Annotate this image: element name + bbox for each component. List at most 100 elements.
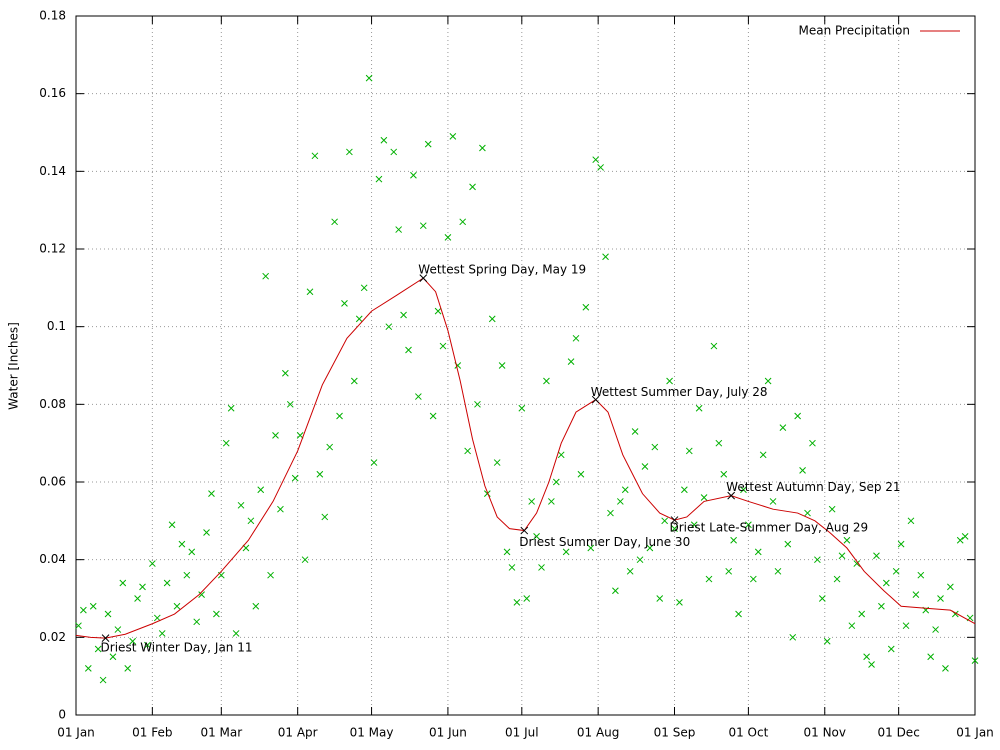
scatter-point xyxy=(681,486,688,494)
scatter-point xyxy=(370,459,378,466)
scatter-point xyxy=(764,377,772,385)
x-tick-label: 01 Jun xyxy=(429,726,467,740)
x-tick-label: 01 Sep xyxy=(654,726,696,740)
scatter-point xyxy=(119,579,127,587)
y-tick-label: 0.02 xyxy=(39,630,66,644)
scatter-point xyxy=(89,602,97,610)
scatter-point xyxy=(804,509,811,517)
scatter-point xyxy=(385,323,393,331)
scatter-point xyxy=(277,505,284,513)
scatter-point xyxy=(572,334,580,342)
scatter-point xyxy=(395,226,403,233)
scatter-point xyxy=(705,575,713,583)
scatter-point xyxy=(222,439,230,447)
scatter-point xyxy=(114,626,122,633)
scatter-point xyxy=(124,665,132,672)
scatter-point xyxy=(543,377,550,385)
scatter-point xyxy=(710,342,718,350)
scatter-point xyxy=(725,567,733,575)
scatter-point xyxy=(538,564,545,571)
scatter-point xyxy=(286,400,294,408)
scatter-point xyxy=(94,645,102,653)
annotation-marker xyxy=(591,395,600,404)
scatter-point xyxy=(927,653,935,661)
y-tick-label: 0.12 xyxy=(39,242,66,256)
annotation-marker xyxy=(670,516,679,524)
scatter-point xyxy=(148,560,156,567)
scatter-point xyxy=(882,579,890,587)
scatter-point xyxy=(429,412,437,420)
x-tick-label: 01 Nov xyxy=(803,726,846,740)
scatter-point xyxy=(612,587,619,595)
scatter-point xyxy=(178,540,186,548)
y-tick-label: 0.06 xyxy=(39,475,66,489)
scatter-point xyxy=(878,602,885,610)
scatter-point xyxy=(794,412,802,420)
scatter-point xyxy=(282,369,289,377)
scatter-point xyxy=(947,583,954,591)
scatter-point xyxy=(814,556,821,564)
scatter-point xyxy=(419,222,427,230)
scatter-point xyxy=(80,606,87,614)
scatter-point xyxy=(449,133,457,140)
scatter-point xyxy=(291,474,299,482)
scatter-point xyxy=(759,451,767,459)
scatter-point xyxy=(892,567,900,575)
scatter-point xyxy=(631,428,639,435)
scatter-point xyxy=(828,505,836,513)
scatter-point xyxy=(193,618,201,626)
annotation: Driest Summer Day, June 30 xyxy=(519,535,690,549)
scatter-point xyxy=(144,641,151,649)
scatter-point xyxy=(740,486,747,494)
scatter-point xyxy=(607,509,614,517)
scatter-point xyxy=(907,517,915,525)
scatter-point xyxy=(769,498,777,505)
y-axis-label: Water [Inches] xyxy=(7,322,21,410)
scatter-point xyxy=(158,630,166,637)
scatter-point xyxy=(523,595,531,602)
scatter-point xyxy=(247,517,255,525)
scatter-point xyxy=(267,571,274,579)
scatter-point xyxy=(355,315,363,323)
scatter-point xyxy=(897,540,905,548)
y-tick-label: 0.1 xyxy=(47,319,66,333)
scatter-point xyxy=(84,665,92,672)
scatter-point xyxy=(198,591,205,598)
scatter-point xyxy=(321,513,329,521)
scatter-point xyxy=(375,175,383,183)
scatter-point xyxy=(715,439,723,447)
scatter-point xyxy=(252,602,260,610)
scatter-point xyxy=(173,602,181,610)
scatter-point xyxy=(789,633,797,641)
annotation-marker xyxy=(520,526,529,535)
scatter-point xyxy=(730,536,737,544)
legend-label: Mean Precipitation xyxy=(798,24,910,38)
annotation: Driest Winter Day, Jan 11 xyxy=(101,641,253,655)
scatter-point xyxy=(272,432,279,439)
scatter-point xyxy=(676,599,683,606)
annotation: Wettest Autumn Day, Sep 21 xyxy=(726,480,900,494)
scatter-point xyxy=(562,548,570,556)
scatter-point xyxy=(483,490,491,498)
scatter-point xyxy=(735,610,742,618)
scatter-point xyxy=(139,583,146,591)
scatter-point xyxy=(656,595,664,602)
scatter-point xyxy=(912,591,920,598)
x-tick-label: 01 Jul xyxy=(505,726,539,740)
scatter-point xyxy=(188,548,196,556)
scatter-point xyxy=(853,560,861,567)
scatter-point xyxy=(616,498,624,505)
scatter-point xyxy=(163,579,171,587)
scatter-point xyxy=(858,610,866,618)
scatter-point xyxy=(99,676,107,684)
y-tick-label: 0.04 xyxy=(39,552,66,566)
scatter-point xyxy=(779,424,787,431)
scatter-point xyxy=(666,377,673,385)
scatter-point xyxy=(390,148,398,156)
x-tick-label: 01 Jan xyxy=(956,726,994,740)
x-tick-label: 01 Feb xyxy=(132,726,172,740)
scatter-point xyxy=(213,610,220,618)
scatter-point xyxy=(316,470,324,478)
